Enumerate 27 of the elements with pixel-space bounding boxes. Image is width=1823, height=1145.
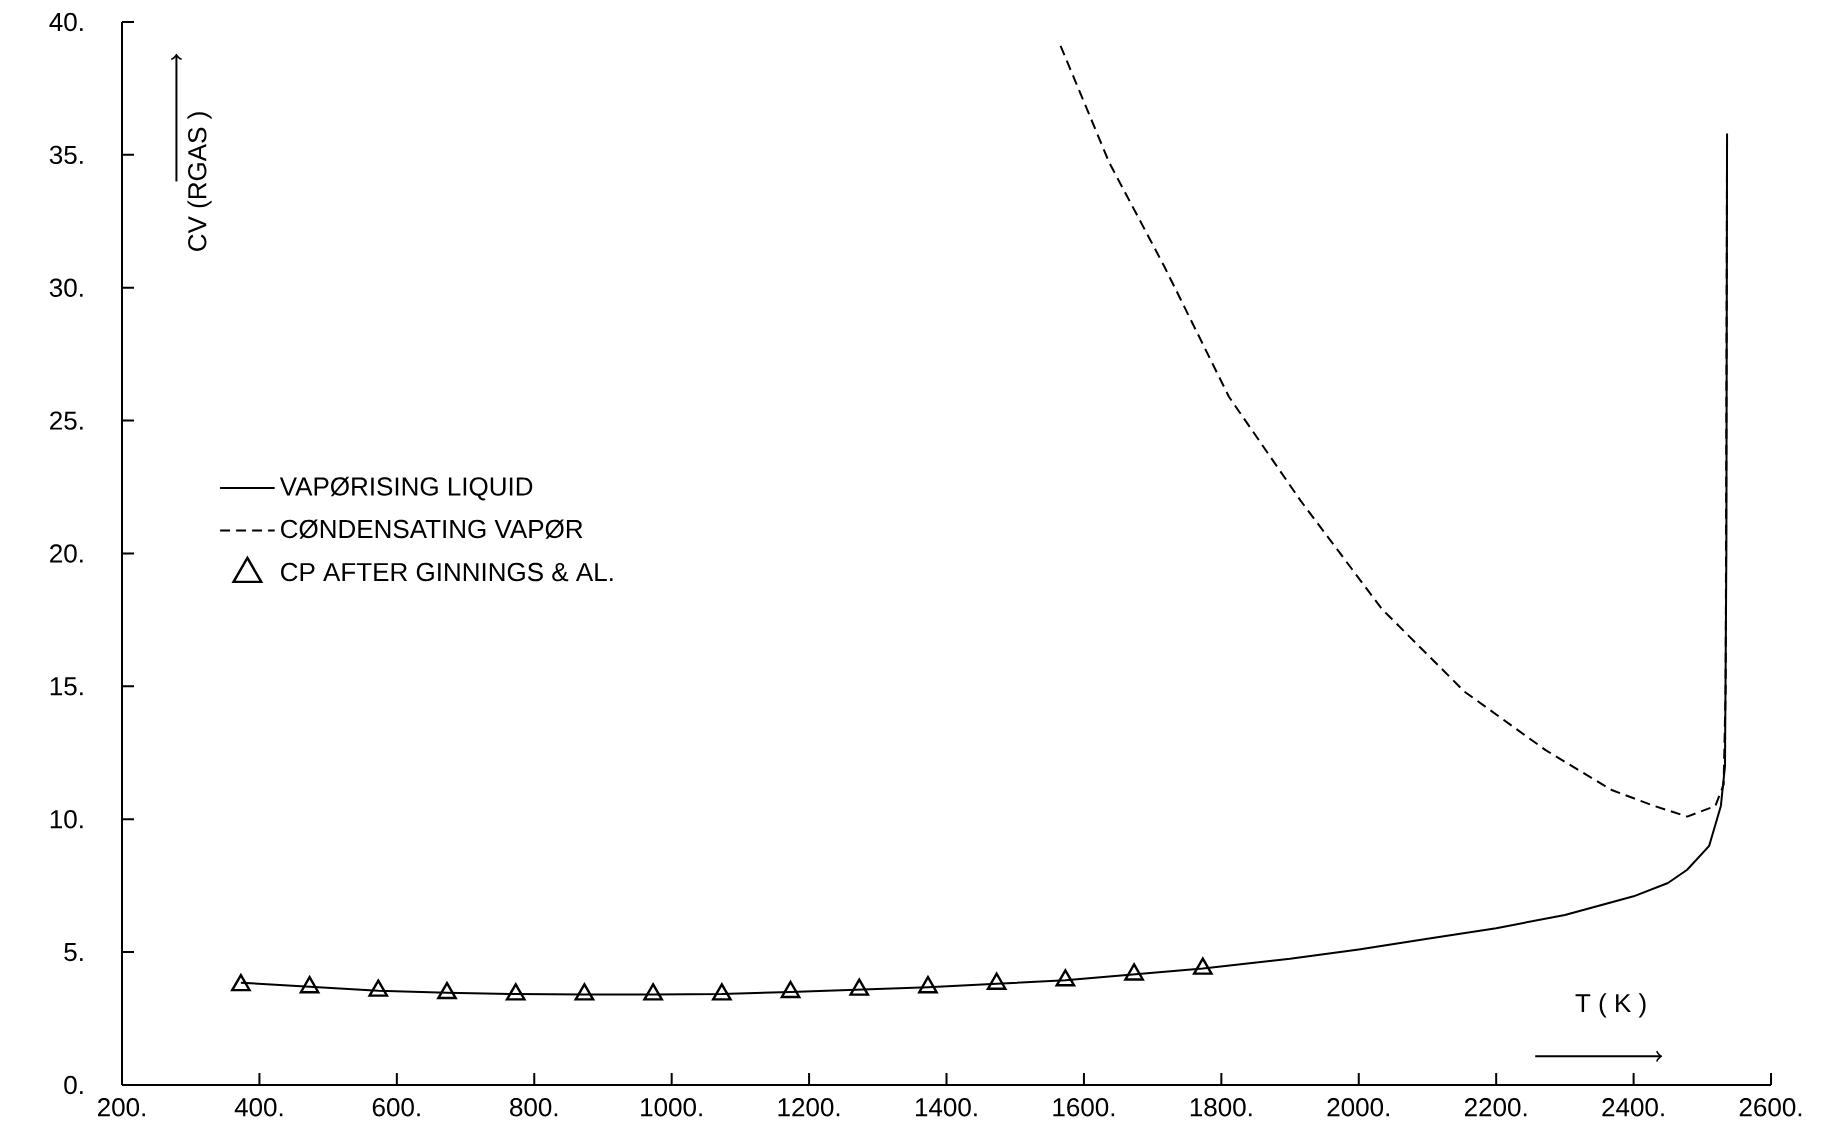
x-tick-label: 2200. bbox=[1464, 1098, 1527, 1117]
y-tick-label: 5. bbox=[64, 943, 83, 962]
y-tick-label: 20. bbox=[50, 544, 83, 563]
y-tick-label: 30. bbox=[49, 278, 83, 297]
x-tick-label: 1400. bbox=[915, 1098, 977, 1117]
x-tick-label: 1600. bbox=[1053, 1098, 1115, 1117]
legend-label: VAPØRISING LIQUID bbox=[279, 476, 533, 501]
x-tick-label: 1800. bbox=[1190, 1098, 1252, 1117]
y-tick-label: 10. bbox=[50, 810, 83, 829]
y-axis-title: CV (RGAS ) bbox=[187, 112, 212, 251]
x-tick-label: 2600. bbox=[1739, 1098, 1802, 1117]
x-tick-label: 200. bbox=[98, 1098, 145, 1117]
x-tick-label: 400. bbox=[234, 1098, 283, 1117]
x-tick-label: 800. bbox=[510, 1098, 558, 1117]
x-tick-label: 600. bbox=[372, 1098, 420, 1117]
x-tick-label: 1000. bbox=[641, 1098, 702, 1117]
y-tick-label: 35. bbox=[49, 145, 83, 165]
legend-label: CØNDENSATING VAPØR bbox=[281, 519, 583, 539]
y-tick-label: 0. bbox=[64, 1075, 83, 1095]
x-tick-label: 2000. bbox=[1327, 1098, 1389, 1117]
x-tick-label: 2400. bbox=[1602, 1098, 1664, 1117]
legend-label: CP AFTER GINNINGS & AL. bbox=[281, 562, 613, 582]
y-tick-label: 15. bbox=[50, 677, 83, 696]
y-tick-label: 40. bbox=[49, 12, 83, 32]
x-tick-label: 1200. bbox=[778, 1098, 840, 1117]
x-axis-title: T ( K ) bbox=[1575, 993, 1646, 1018]
y-tick-label: 25. bbox=[50, 411, 83, 430]
